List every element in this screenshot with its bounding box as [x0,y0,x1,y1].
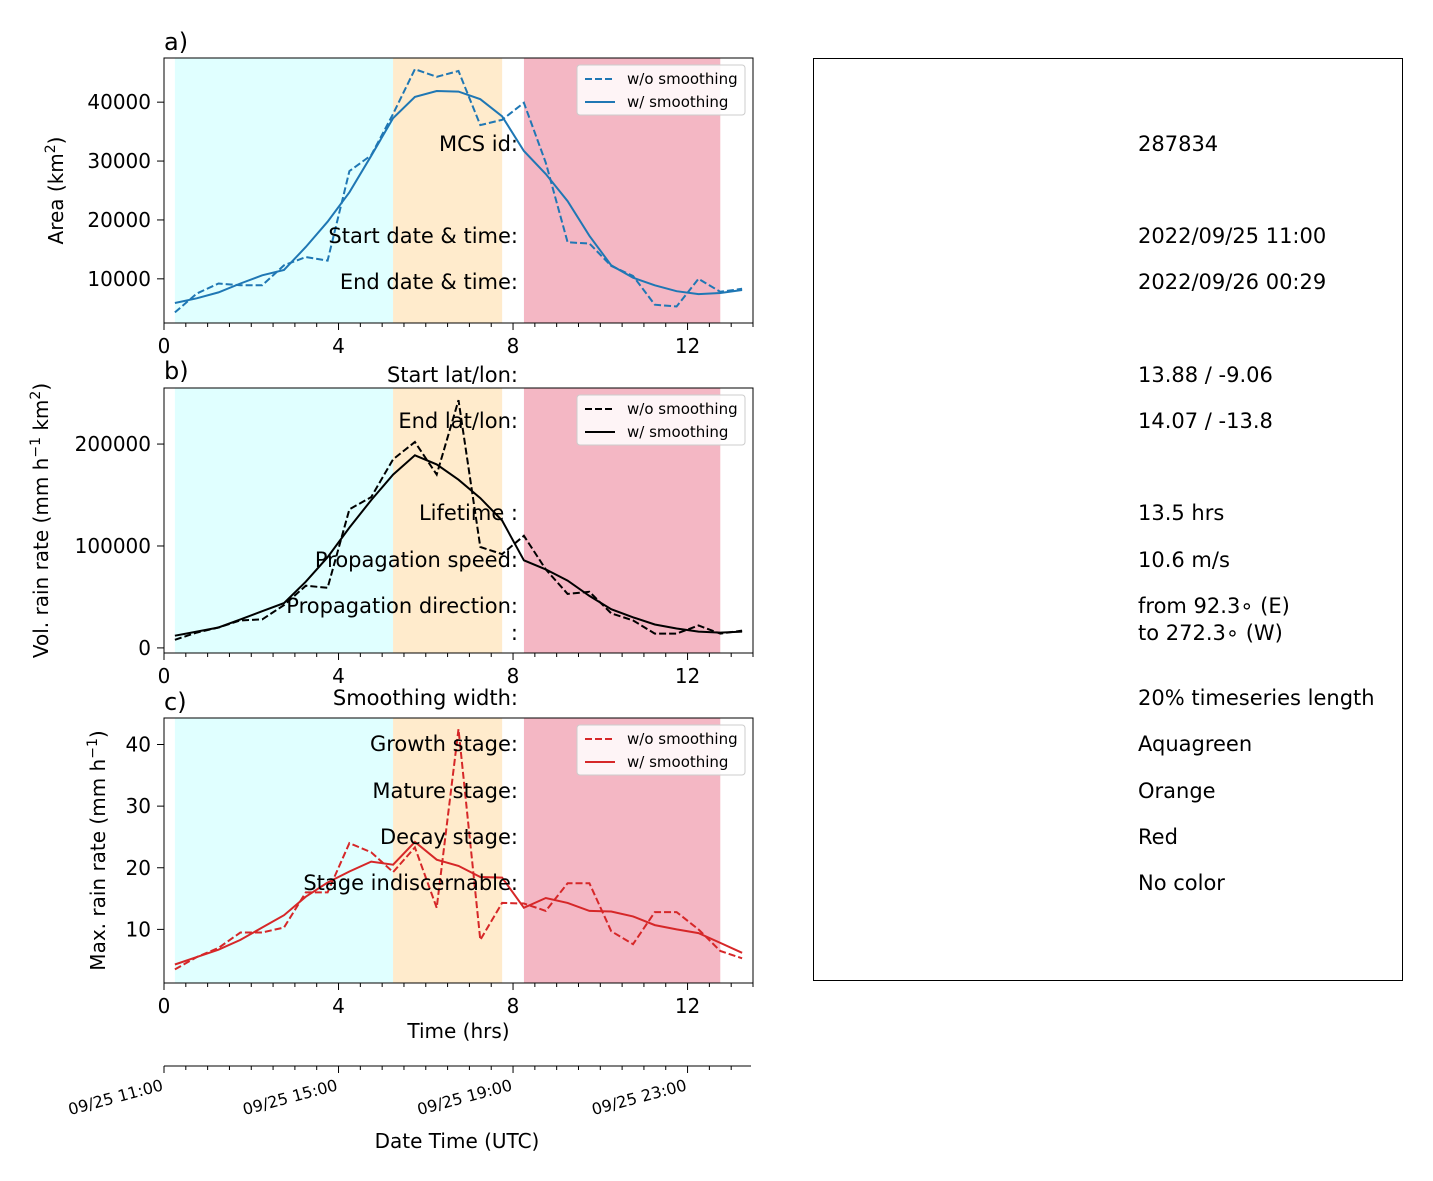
mcs-info-panel: MCS id: 287834 Start date & time: 2022/0… [286,58,1403,981]
y-tick-label: 100000 [75,534,151,558]
info-value: 10.6 m/s [1138,548,1230,572]
info-label: Propagation direction: [286,594,518,618]
y-axis-label-part: Area (km [44,153,68,244]
series-line-smoothed [174,89,743,304]
y-axis-label-part: ) [29,383,53,391]
info-label: : [510,621,518,645]
info-label: Stage indiscernable: [303,871,518,895]
y-axis-label-part: −1 [28,437,44,458]
stage-band-growth [174,718,394,983]
info-value: 2022/09/25 11:00 [1138,224,1327,248]
x-tick-label: 0 [158,334,171,358]
stage-band-growth [174,388,394,653]
y-axis-label: Vol. rain rate (mm h−1 km2) [28,383,53,658]
y-axis-label: Max. rain rate (mm h−1) [85,730,110,970]
legend-label: w/ smoothing [627,423,728,441]
info-label: Start date & time: [328,224,518,248]
y-axis-label-part: −1 [85,738,101,759]
legend-box [576,724,746,776]
y-tick-label: 10000 [87,267,151,291]
axes-frame [163,717,754,984]
y-tick-label: 0 [138,636,151,660]
info-value: to 272.3∘ (W) [1138,621,1283,645]
x-axis-label: Time (hrs) [406,1019,509,1043]
y-tick-label: 40000 [87,90,151,114]
x-tick-label: 8 [507,994,520,1018]
info-value: 13.88 / -9.06 [1138,363,1273,387]
x-tick-label: 4 [332,664,345,688]
y-axis-label-part: Max. rain rate (mm h [86,759,110,971]
y-tick-label: 30 [126,794,151,818]
x-tick-label: 0 [158,664,171,688]
info-value: 14.07 / -13.8 [1138,409,1273,433]
series-line-raw [174,728,743,971]
info-value: 2022/09/26 00:29 [1138,270,1327,294]
y-tick-label: 30000 [87,149,151,173]
info-label: Start lat/lon: [386,363,518,387]
series-line-smoothed [174,454,743,637]
stage-band-mature [393,388,503,653]
series-line-raw [174,399,743,641]
info-value: from 92.3∘ (E) [1138,594,1290,618]
panel-label: b) [164,357,189,385]
info-label: Propagation speed: [314,548,518,572]
legend-label: w/o smoothing [627,730,738,748]
info-value: Red [1138,825,1178,849]
datetime-tick-label: 09/25 23:00 [590,1076,689,1120]
y-tick-label: 20 [126,856,151,880]
info-value: 287834 [1138,132,1219,156]
x-tick-label: 4 [332,334,345,358]
info-value: Aquagreen [1138,732,1253,756]
info-value: Orange [1138,779,1216,803]
x-tick-label: 8 [507,334,520,358]
info-label: Lifetime : [418,501,518,525]
x-tick-label: 12 [675,334,700,358]
stage-band-mature [393,718,503,983]
info-label: Growth stage: [369,732,518,756]
datetime-tick-label: 09/25 15:00 [241,1076,340,1120]
y-tick-label: 20000 [87,208,151,232]
panel-label: c) [164,688,187,716]
y-axis-label-part: ) [44,137,68,145]
legend-label: w/ smoothing [627,93,728,111]
y-axis-label-part: 2 [43,144,59,153]
info-label: Mature stage: [372,779,518,803]
stage-band-growth [174,58,394,323]
series-line-raw [174,67,743,314]
info-label: End date & time: [339,270,518,294]
y-tick-label: 40 [126,733,151,757]
axes-frame [163,57,754,324]
datetime-tick-label: 09/25 19:00 [415,1076,514,1120]
y-axis-label-part: ) [86,730,110,738]
y-axis-label-part: 2 [28,391,44,400]
y-axis-label-part: Vol. rain rate (mm h [29,458,53,659]
info-value: 13.5 hrs [1138,501,1225,525]
datetime-axis-label: Date Time (UTC) [375,1129,540,1153]
legend-label: w/o smoothing [627,400,738,418]
x-tick-label: 8 [507,664,520,688]
info-value: 20% timeseries length [1138,686,1375,710]
x-tick-label: 0 [158,994,171,1018]
y-axis-label: Area (km2) [43,137,68,245]
y-axis-label-part: km [29,400,53,437]
axes-frame [163,387,754,654]
series-line-smoothed [174,840,743,966]
x-tick-label: 4 [332,994,345,1018]
legend-box [576,64,746,116]
y-tick-label: 10 [126,917,151,941]
datetime-tick-label: 09/25 11:00 [66,1076,165,1120]
info-label: Decay stage: [380,825,518,849]
legend-label: w/ smoothing [627,753,728,771]
info-label: Smoothing width: [332,686,518,710]
y-tick-label: 200000 [75,432,151,456]
panel-label: a) [164,28,188,56]
info-label: MCS id: [438,132,518,156]
legend-box [576,394,746,446]
legend-label: w/o smoothing [627,70,738,88]
info-label: End lat/lon: [398,409,518,433]
info-value: No color [1138,871,1225,895]
x-tick-label: 12 [675,994,700,1018]
x-tick-label: 12 [675,664,700,688]
